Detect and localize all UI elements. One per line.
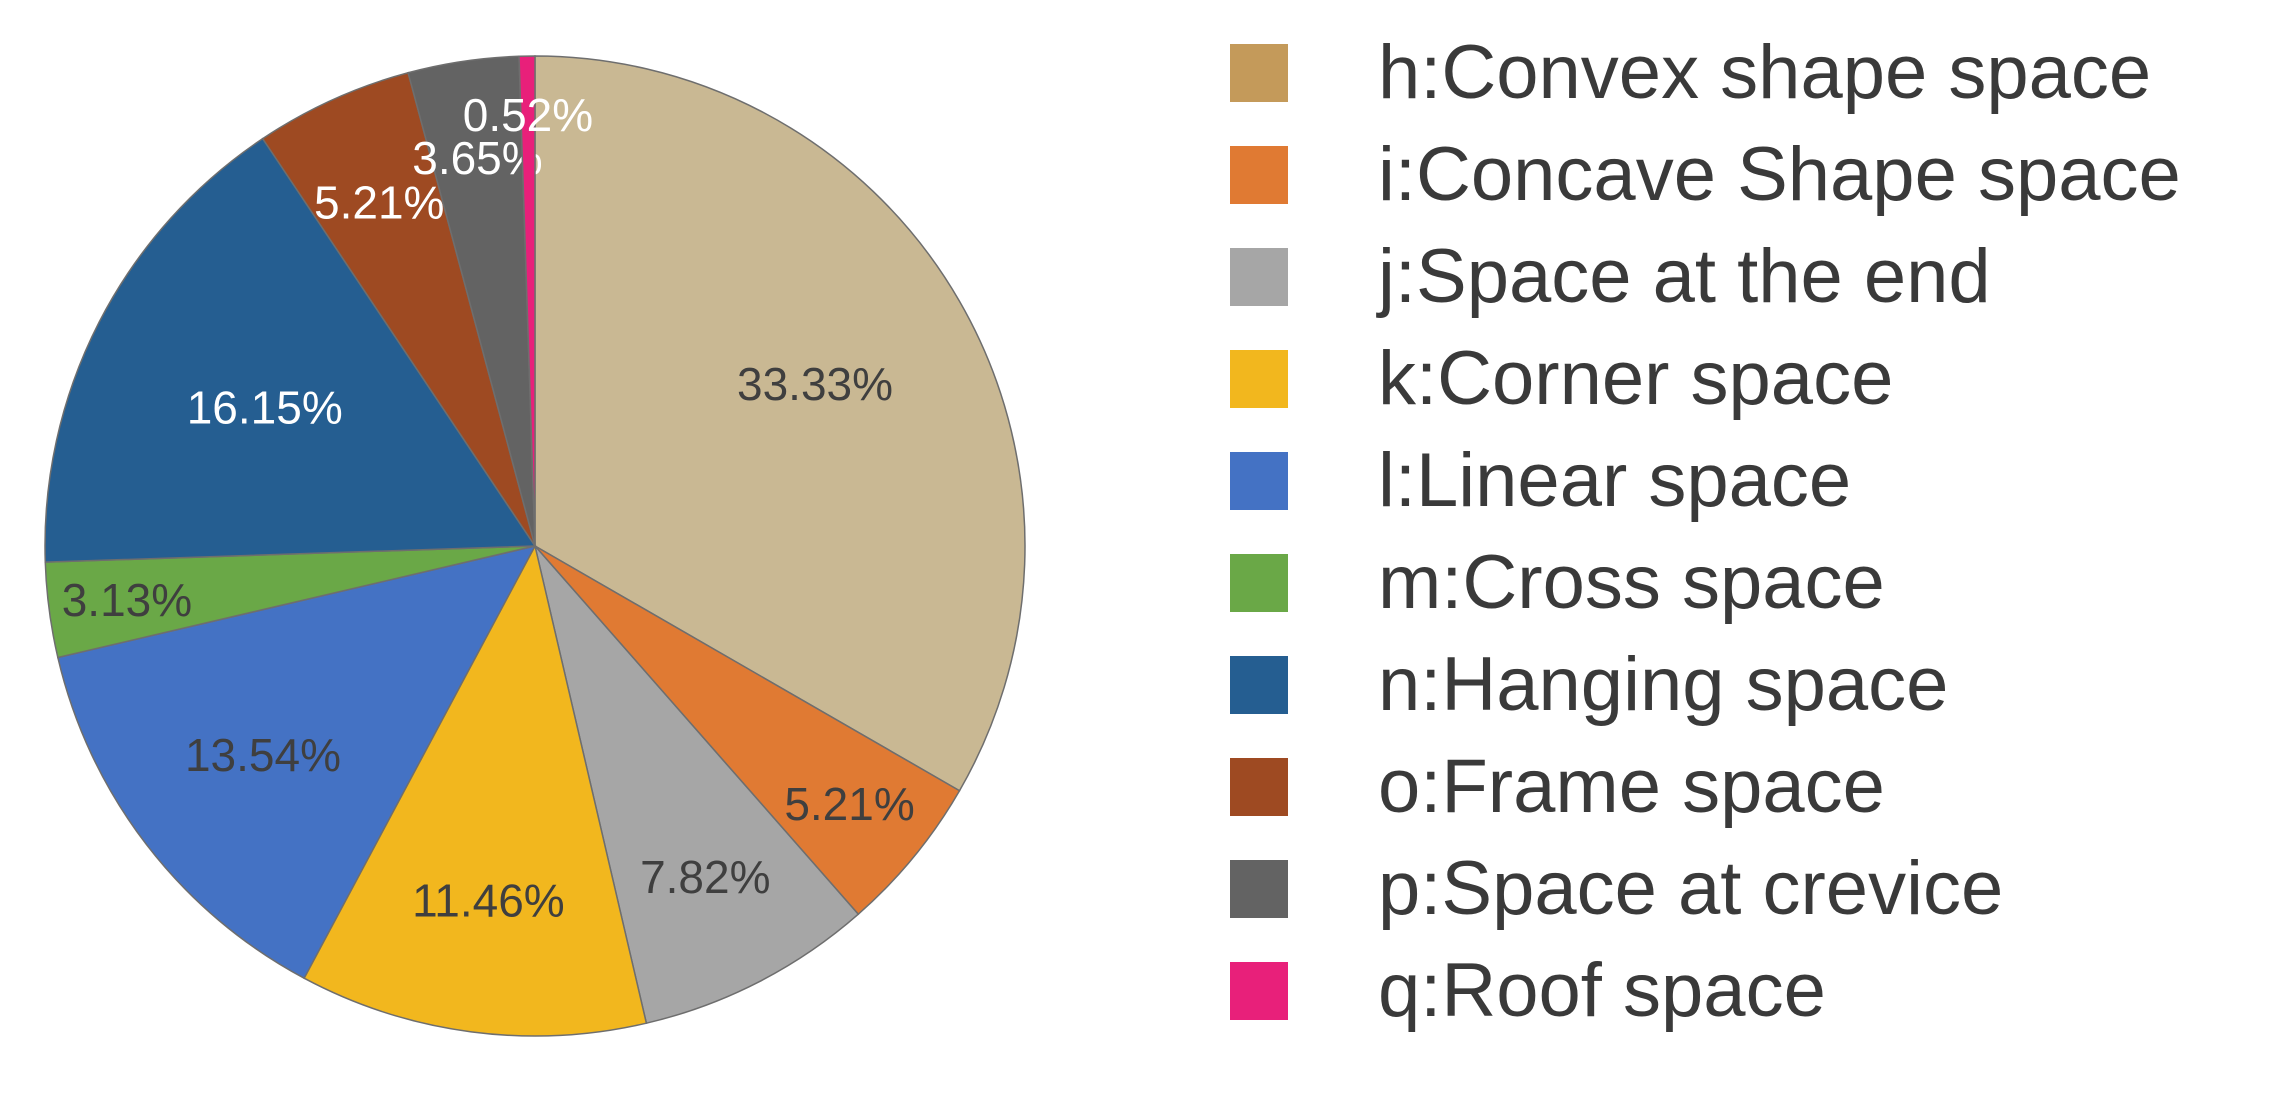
pie-slice-k bbox=[303, 543, 648, 1037]
slice-label-m: 3.13% bbox=[62, 574, 192, 626]
pie-slice-h bbox=[534, 55, 1026, 792]
pie-plot-area: 33.33% 5.21% 7.82% 11.46% 13.54% 3.13% 16.15% 5… bbox=[44, 55, 1026, 1037]
legend-swatch bbox=[1230, 146, 1288, 204]
legend-label: k:Corner space bbox=[1378, 336, 1894, 421]
legend-swatch bbox=[1230, 860, 1288, 918]
legend-swatch bbox=[1230, 656, 1288, 714]
legend-label: p:Space at crevice bbox=[1378, 846, 2004, 931]
legend-swatch bbox=[1230, 44, 1288, 102]
legend-label: l:Linear space bbox=[1378, 438, 1852, 523]
legend-swatch bbox=[1230, 248, 1288, 306]
legend-label: o:Frame space bbox=[1378, 744, 1885, 829]
legend-swatch bbox=[1230, 350, 1288, 408]
slice-label-q: 0.52% bbox=[463, 89, 593, 141]
legend-label: h:Convex shape space bbox=[1378, 30, 2152, 115]
slice-label-l: 13.54% bbox=[185, 729, 341, 781]
legend-swatch bbox=[1230, 554, 1288, 612]
legend-label: j:Space at the end bbox=[1378, 234, 1991, 319]
legend-swatch bbox=[1230, 452, 1288, 510]
slice-label-j: 7.82% bbox=[640, 851, 770, 903]
slice-label-h: 33.33% bbox=[737, 358, 893, 410]
pie-slice-n bbox=[44, 137, 537, 563]
slice-label-i: 5.21% bbox=[784, 778, 914, 830]
slice-label-n: 16.15% bbox=[187, 381, 343, 433]
legend-label: m:Cross space bbox=[1378, 540, 1885, 625]
pie-slice-j bbox=[534, 545, 860, 1025]
pie-slice-q bbox=[518, 55, 536, 547]
pie-slice-i bbox=[534, 545, 961, 916]
legend-swatch bbox=[1230, 758, 1288, 816]
slice-label-o: 5.21% bbox=[314, 176, 444, 228]
pie-slice-l bbox=[56, 544, 537, 980]
pie-slice-o bbox=[261, 71, 536, 547]
legend-label: n:Hanging space bbox=[1378, 642, 1949, 727]
slice-label-k: 11.46% bbox=[412, 875, 565, 927]
legend-label: q:Roof space bbox=[1378, 948, 1826, 1033]
slice-label-p: 3.65% bbox=[412, 132, 542, 184]
legend-label: i:Concave Shape space bbox=[1378, 132, 2181, 217]
legend-swatch bbox=[1230, 962, 1288, 1020]
